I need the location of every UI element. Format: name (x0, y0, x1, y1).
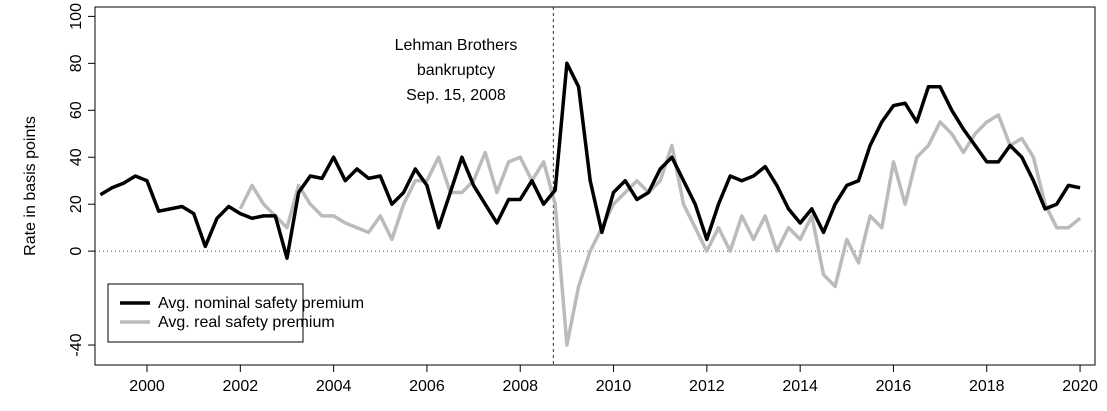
x-tick-label: 2012 (689, 378, 725, 395)
series-line (99, 61, 1081, 260)
x-tick-label: 2018 (969, 378, 1005, 395)
series-line (238, 113, 1082, 347)
y-tick-label: 80 (68, 54, 85, 72)
annotation: Lehman Brothers (395, 37, 518, 54)
x-tick-label: 2000 (129, 378, 165, 395)
plot-frame (94, 6, 1096, 366)
x-tick-label: 2016 (876, 378, 912, 395)
x-tick-label: 2006 (409, 378, 445, 395)
x-tick-label: 2002 (223, 378, 259, 395)
x-tick-label: 2020 (1062, 378, 1098, 395)
annotation: bankruptcy (417, 62, 495, 79)
annotation: Sep. 15, 2008 (406, 87, 506, 104)
y-tick-label: 0 (68, 247, 85, 256)
x-tick-label: 2004 (316, 378, 352, 395)
y-tick-label: 20 (68, 195, 85, 213)
y-tick-label: 60 (68, 101, 85, 119)
x-tick-label: 2008 (502, 378, 538, 395)
y-axis-label: Rate in basis points (22, 116, 39, 256)
y-tick-label: 100 (68, 3, 85, 30)
legend-label: Avg. real safety premium (158, 314, 335, 331)
x-tick-label: 2010 (596, 378, 632, 395)
legend-label: Avg. nominal safety premium (158, 295, 364, 312)
y-tick-label: -40 (68, 333, 85, 356)
legend-box (107, 283, 304, 343)
x-tick-label: 2014 (782, 378, 818, 395)
y-tick-label: 40 (68, 148, 85, 166)
